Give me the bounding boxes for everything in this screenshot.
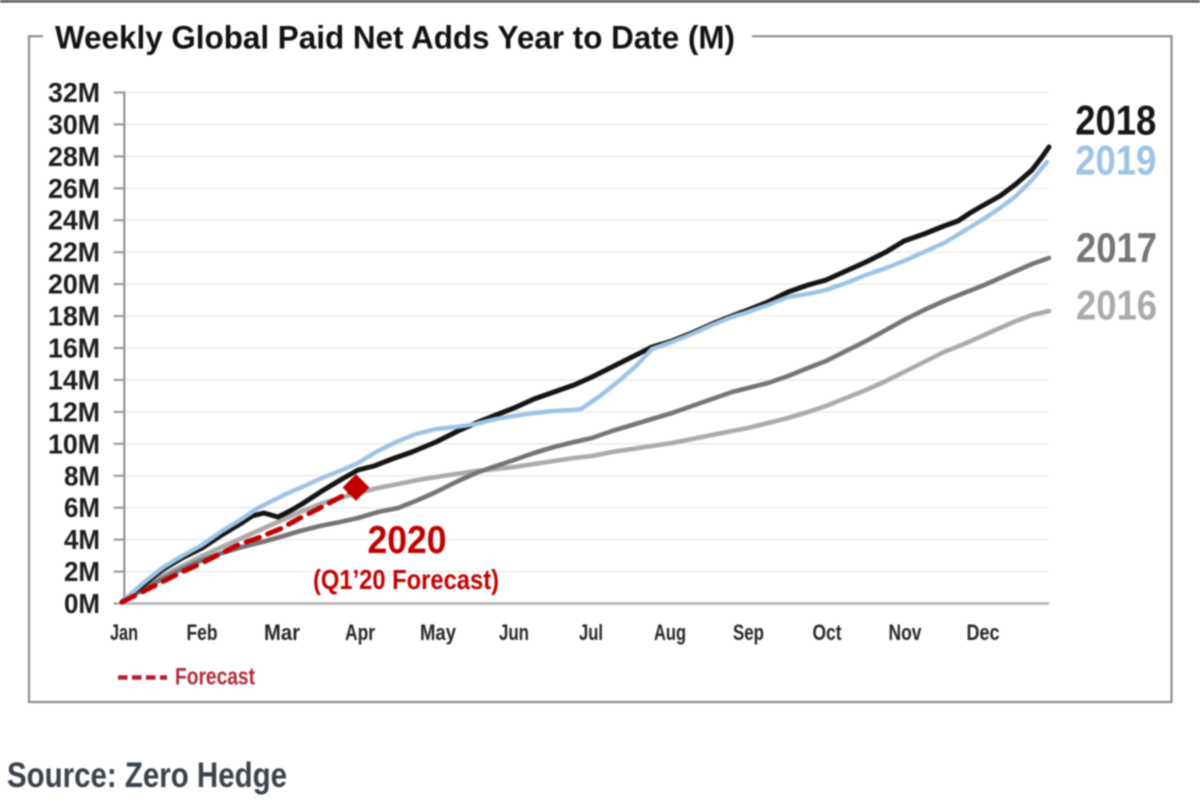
svg-text:2020: 2020 [368, 519, 447, 562]
svg-text:Jul: Jul [579, 620, 603, 645]
svg-text:20M: 20M [48, 269, 100, 300]
svg-text:8M: 8M [64, 460, 100, 491]
svg-text:2M: 2M [64, 556, 100, 587]
svg-text:32M: 32M [48, 77, 100, 108]
svg-text:Weekly Global Paid Net Adds Ye: Weekly Global Paid Net Adds Year to Date… [55, 20, 735, 56]
svg-text:14M: 14M [48, 364, 100, 395]
svg-text:Dec: Dec [967, 620, 1000, 645]
svg-text:12M: 12M [48, 396, 100, 427]
svg-text:Forecast: Forecast [175, 664, 255, 691]
svg-text:26M: 26M [48, 173, 100, 204]
svg-text:10M: 10M [48, 428, 100, 459]
svg-text:Jan: Jan [110, 620, 138, 645]
svg-text:6M: 6M [64, 492, 100, 523]
svg-text:Apr: Apr [345, 620, 375, 645]
svg-text:2018: 2018 [1075, 97, 1156, 144]
svg-text:Source: Zero Hedge: Source: Zero Hedge [7, 756, 287, 795]
svg-text:2019: 2019 [1075, 137, 1156, 184]
svg-text:Aug: Aug [654, 620, 686, 645]
svg-text:18M: 18M [48, 301, 100, 332]
svg-text:2017: 2017 [1076, 224, 1157, 271]
svg-text:4M: 4M [64, 524, 100, 555]
svg-text:Mar: Mar [264, 620, 300, 645]
svg-text:0M: 0M [64, 588, 100, 619]
svg-text:16M: 16M [48, 333, 100, 364]
svg-text:Sep: Sep [733, 620, 764, 645]
svg-text:22M: 22M [48, 237, 100, 268]
svg-text:2016: 2016 [1076, 282, 1157, 329]
svg-text:28M: 28M [48, 141, 100, 172]
svg-text:Feb: Feb [187, 620, 218, 645]
svg-text:May: May [420, 620, 457, 645]
svg-text:24M: 24M [48, 205, 100, 236]
svg-text:Nov: Nov [889, 620, 923, 645]
svg-text:(Q1’20 Forecast): (Q1’20 Forecast) [313, 564, 499, 595]
svg-text:Oct: Oct [813, 620, 843, 645]
svg-text:30M: 30M [48, 109, 100, 140]
svg-text:Jun: Jun [499, 620, 529, 645]
